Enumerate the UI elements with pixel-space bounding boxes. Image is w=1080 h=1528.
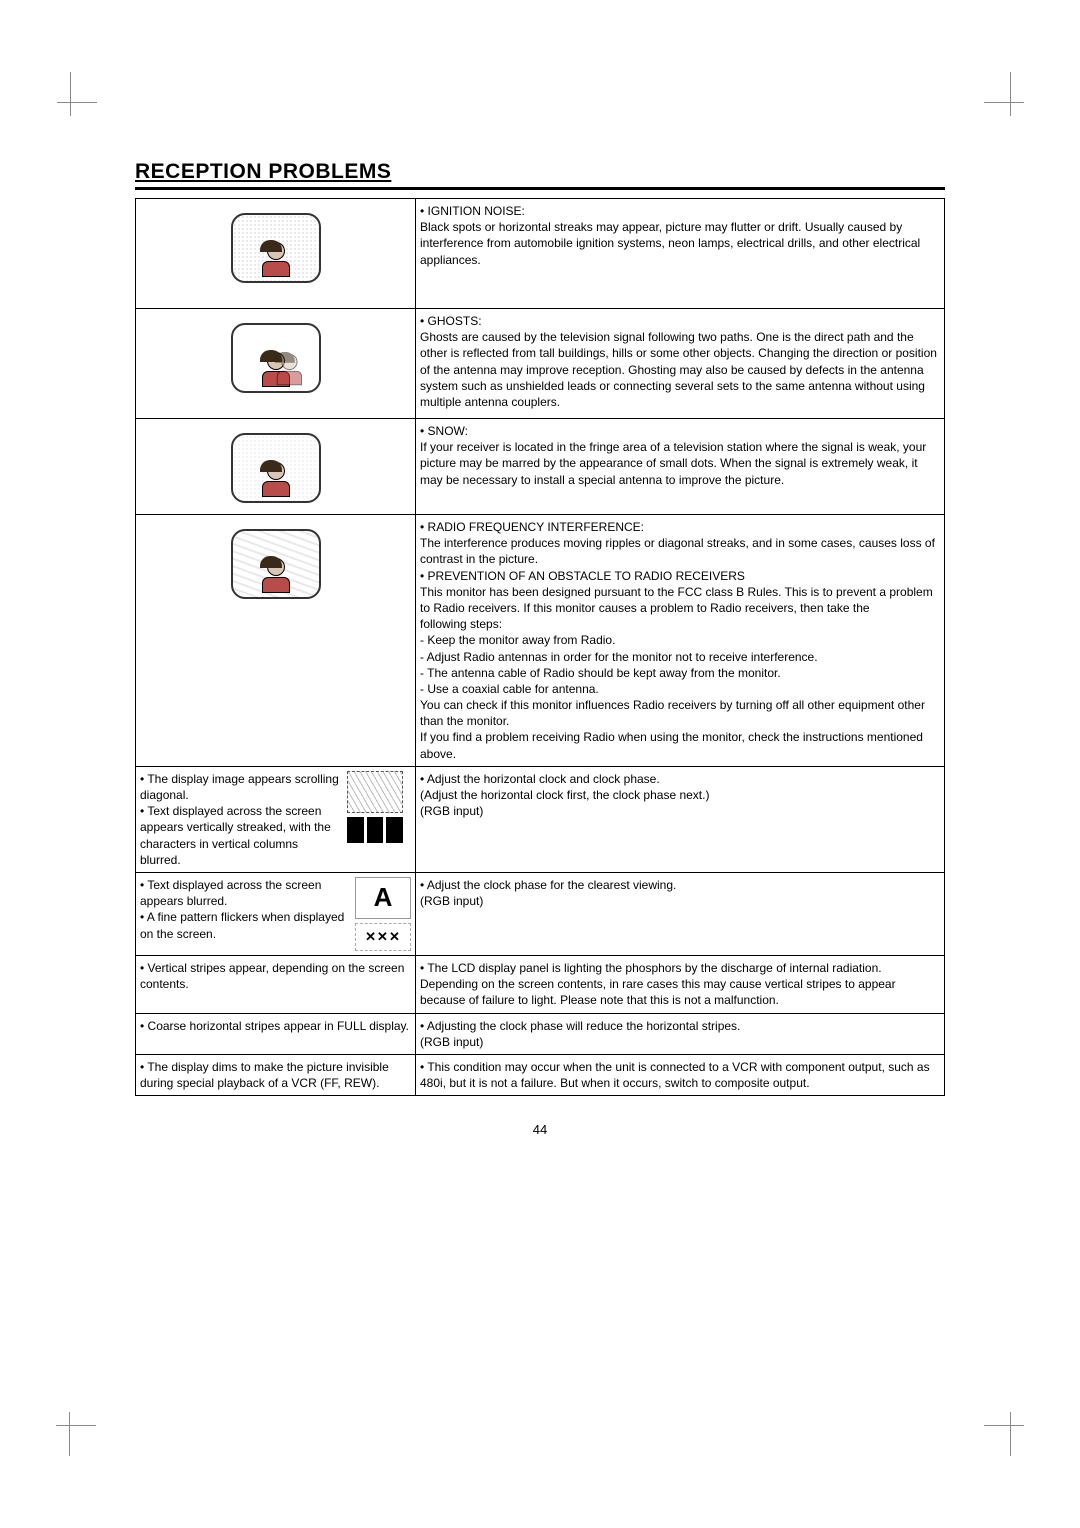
symptom-cell: • Vertical stripes appear, depending on … xyxy=(136,955,416,1013)
table-row: • IGNITION NOISE:Black spots or horizont… xyxy=(136,199,945,309)
heading-rule: RECEPTION PROBLEMS xyxy=(135,160,945,190)
diagonal-scroll-icon xyxy=(347,771,411,868)
table-row: • Coarse horizontal stripes appear in FU… xyxy=(136,1013,945,1054)
table-row: • Text displayed across the screen appea… xyxy=(136,872,945,955)
description-cell: • GHOSTS:Ghosts are caused by the televi… xyxy=(416,309,945,419)
symptom-cell-ghosts xyxy=(136,309,416,419)
table-row: • RADIO FREQUENCY INTERFERENCE:The inter… xyxy=(136,515,945,767)
page-number: 44 xyxy=(135,1122,945,1137)
table-row: • The display dims to make the picture i… xyxy=(136,1054,945,1095)
description-cell: • SNOW:If your receiver is located in th… xyxy=(416,419,945,515)
symptom-cell: • The display dims to make the picture i… xyxy=(136,1054,416,1095)
blurred-text-icon: A ✕✕✕ xyxy=(355,877,411,951)
symptom-cell: • The display image appears scrolling di… xyxy=(136,766,416,872)
description-cell: • RADIO FREQUENCY INTERFERENCE:The inter… xyxy=(416,515,945,767)
page-content: RECEPTION PROBLEMS • IGNITION NOISE:Blac… xyxy=(135,160,945,1137)
tv-icon xyxy=(231,213,321,283)
symptom-cell: • Coarse horizontal stripes appear in FU… xyxy=(136,1013,416,1054)
symptom-cell-rfi xyxy=(136,515,416,767)
description-cell: • This condition may occur when the unit… xyxy=(416,1054,945,1095)
description-cell: • Adjust the horizontal clock and clock … xyxy=(416,766,945,872)
description-cell: • IGNITION NOISE:Black spots or horizont… xyxy=(416,199,945,309)
troubleshooting-table: • IGNITION NOISE:Black spots or horizont… xyxy=(135,198,945,1096)
table-row: • SNOW:If your receiver is located in th… xyxy=(136,419,945,515)
description-cell: • Adjusting the clock phase will reduce … xyxy=(416,1013,945,1054)
section-heading: RECEPTION PROBLEMS xyxy=(135,160,945,187)
table-row: • Vertical stripes appear, depending on … xyxy=(136,955,945,1013)
table-row: • The display image appears scrolling di… xyxy=(136,766,945,872)
symptom-cell: • Text displayed across the screen appea… xyxy=(136,872,416,955)
symptom-cell-snow xyxy=(136,419,416,515)
description-cell: • The LCD display panel is lighting the … xyxy=(416,955,945,1013)
table-row: • GHOSTS:Ghosts are caused by the televi… xyxy=(136,309,945,419)
description-cell: • Adjust the clock phase for the cleares… xyxy=(416,872,945,955)
symptom-text: • The display image appears scrolling di… xyxy=(140,771,341,868)
symptom-cell-ignition xyxy=(136,199,416,309)
tv-icon xyxy=(231,323,321,393)
tv-icon xyxy=(231,529,321,599)
tv-icon xyxy=(231,433,321,503)
symptom-text: • Text displayed across the screen appea… xyxy=(140,877,349,951)
